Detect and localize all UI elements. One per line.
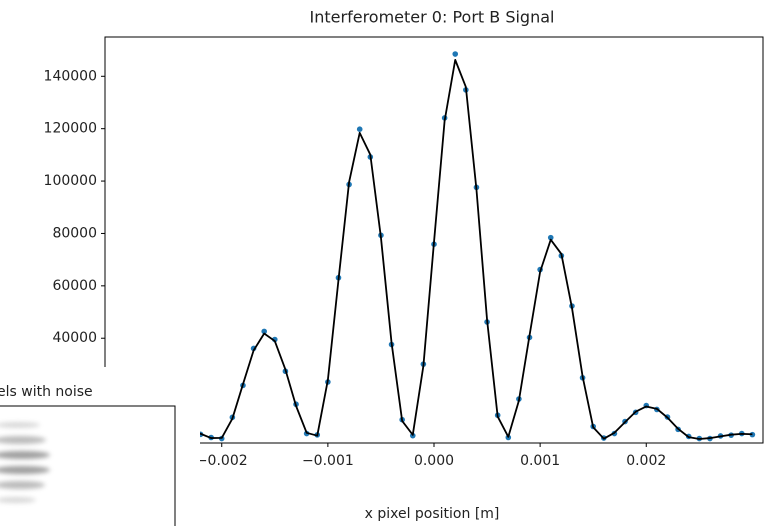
x-tick-label: 0.001 [520, 453, 560, 469]
y-tick-label: 120000 [44, 121, 97, 137]
x-tick-label: −0.001 [302, 453, 354, 469]
x-axis-label: x pixel position [m] [365, 506, 500, 522]
y-tick-label: 80000 [52, 225, 97, 241]
fit-line [116, 60, 753, 439]
x-tick-label: 0.000 [414, 453, 454, 469]
y-tick-label: 140000 [44, 68, 97, 84]
chart-title: Interferometer 0: Port B Signal [310, 8, 555, 27]
x-tick-label: 0.002 [626, 453, 666, 469]
y-tick-label: 60000 [52, 278, 97, 294]
overlay-figure: els with noise [0, 367, 200, 526]
screenshot: Interferometer 0: Port B Signal x pixel … [0, 0, 765, 526]
y-tick-label: 40000 [52, 330, 97, 346]
x-tick-label: −0.002 [196, 453, 248, 469]
y-tick-label: 100000 [44, 173, 97, 189]
data-point [357, 126, 363, 132]
overlay-title: els with noise [0, 384, 93, 400]
data-point [452, 51, 458, 57]
plot-area [113, 51, 755, 442]
